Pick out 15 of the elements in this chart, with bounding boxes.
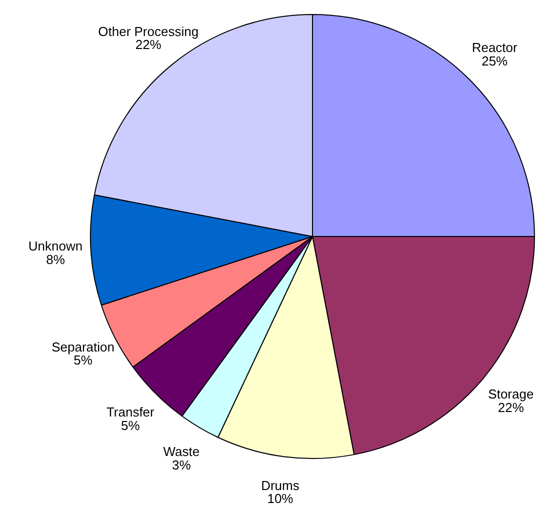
data-label: 5%	[121, 418, 140, 433]
slice-label: Separation	[52, 339, 114, 354]
slice-label: Other Processing	[98, 24, 199, 39]
slice-label: Transfer	[106, 404, 156, 420]
data-label: 25%	[482, 54, 508, 69]
data-label: 10%	[267, 491, 294, 506]
slice-label: Drums	[261, 478, 300, 493]
slice-label: Waste	[163, 444, 200, 459]
slice-label: Reactor	[472, 40, 518, 56]
data-label: 5%	[74, 352, 93, 368]
data-label: 8%	[46, 252, 66, 267]
data-label: 22%	[135, 37, 162, 52]
slice-label: Unknown	[28, 238, 83, 254]
slice-label: Storage	[488, 386, 534, 402]
data-label: 3%	[172, 457, 192, 472]
